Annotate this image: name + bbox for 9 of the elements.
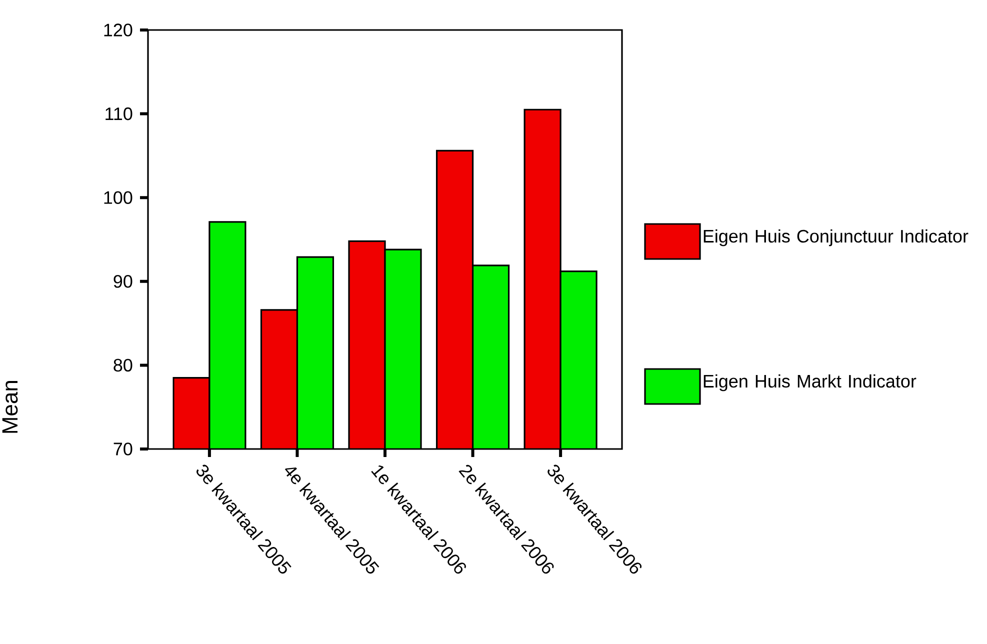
y-tick-label: 100 [104, 191, 132, 204]
y-tick-label: 120 [104, 24, 132, 36]
legend-label: Eigen Huis Conjunctuur Indicator [704, 229, 968, 246]
y-axis-title: Mean [2, 381, 18, 433]
y-tick-label: 80 [114, 358, 132, 372]
y-tick-label: 110 [106, 107, 132, 120]
legend-label: Eigen Huis Markt Indicator [704, 374, 916, 392]
y-tick-label: 90 [114, 275, 132, 288]
y-tick-label: 70 [114, 442, 132, 456]
